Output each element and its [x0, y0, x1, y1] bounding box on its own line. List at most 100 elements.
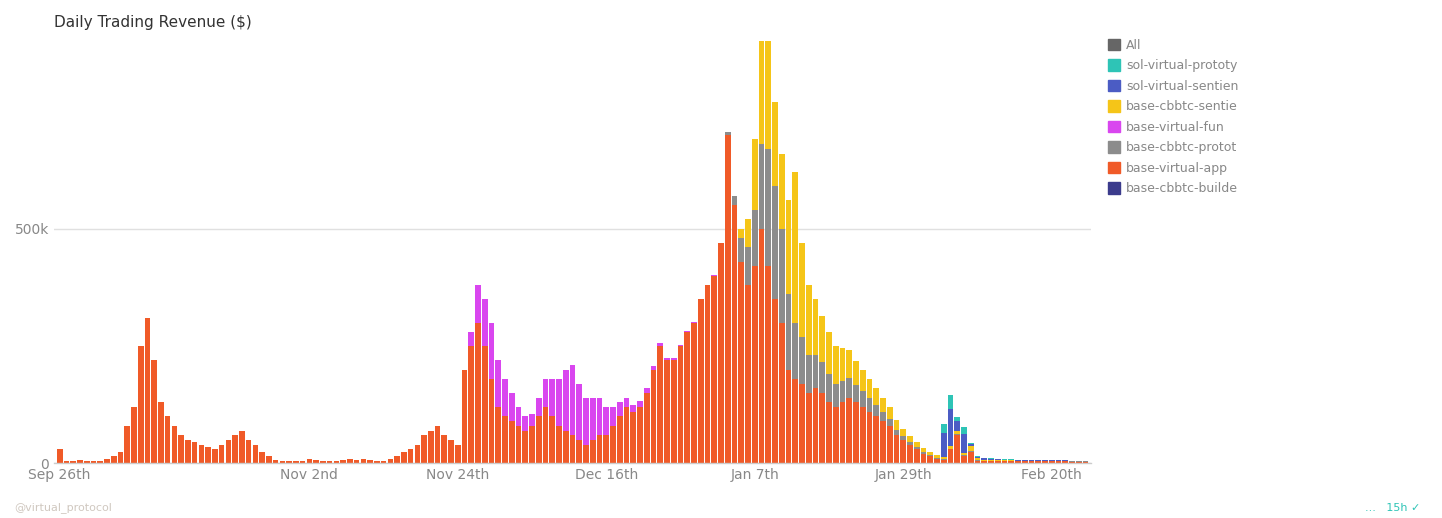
Bar [71, 461, 76, 464]
Bar [806, 285, 812, 355]
Bar [947, 395, 953, 409]
Bar [280, 461, 286, 464]
Bar [786, 369, 792, 464]
Bar [839, 349, 845, 381]
Bar [1015, 461, 1021, 464]
Bar [650, 369, 656, 464]
Bar [151, 360, 157, 464]
Bar [489, 379, 495, 464]
Bar [469, 332, 474, 346]
Bar [731, 205, 737, 464]
Bar [482, 346, 487, 464]
Bar [698, 299, 704, 464]
Bar [968, 444, 973, 447]
Bar [880, 398, 885, 412]
Bar [522, 416, 528, 430]
Bar [665, 360, 671, 464]
Bar [1083, 462, 1089, 464]
Bar [982, 459, 988, 461]
Bar [536, 416, 542, 464]
Bar [76, 459, 82, 464]
Bar [536, 398, 542, 416]
Bar [562, 430, 568, 464]
Bar [685, 332, 691, 464]
Bar [529, 426, 535, 464]
Bar [907, 436, 913, 442]
Bar [245, 440, 251, 464]
Bar [942, 434, 947, 457]
Bar [880, 421, 885, 464]
Bar [489, 323, 495, 379]
Bar [947, 449, 953, 464]
Bar [826, 374, 832, 402]
Bar [962, 455, 968, 456]
Legend: All, sol-virtual-prototy, sol-virtual-sentien, base-cbbtc-sentie, base-virtual-f: All, sol-virtual-prototy, sol-virtual-se… [1107, 39, 1239, 195]
Bar [307, 459, 313, 464]
Bar [766, 32, 771, 149]
Bar [982, 458, 988, 459]
Bar [867, 412, 872, 464]
Bar [921, 449, 926, 452]
Bar [159, 402, 164, 464]
Bar [542, 379, 548, 407]
Bar [624, 407, 630, 464]
Bar [111, 456, 117, 464]
Bar [773, 186, 779, 299]
Bar [833, 384, 839, 407]
Bar [793, 172, 799, 323]
Bar [947, 409, 953, 447]
Bar [995, 461, 1001, 464]
Bar [934, 457, 940, 459]
Bar [819, 363, 825, 393]
Bar [1002, 461, 1008, 464]
Bar [1043, 461, 1048, 464]
Bar [839, 402, 845, 464]
Bar [650, 366, 656, 369]
Bar [509, 421, 515, 464]
Bar [975, 461, 981, 464]
Bar [955, 421, 960, 430]
Bar [988, 460, 994, 461]
Bar [658, 346, 663, 464]
Bar [1063, 461, 1069, 464]
Bar [819, 315, 825, 363]
Bar [637, 401, 643, 407]
Bar [786, 294, 792, 369]
Bar [955, 430, 960, 434]
Text: ...   15h ✓: ... 15h ✓ [1366, 503, 1420, 513]
Bar [293, 461, 298, 464]
Bar [751, 210, 757, 266]
Bar [617, 402, 623, 416]
Bar [907, 444, 913, 464]
Bar [806, 355, 812, 393]
Bar [995, 459, 1001, 460]
Bar [219, 444, 225, 464]
Bar [962, 434, 968, 453]
Bar [758, 144, 764, 228]
Bar [671, 360, 676, 464]
Bar [779, 228, 784, 323]
Bar [549, 379, 555, 416]
Bar [577, 384, 583, 440]
Bar [758, 228, 764, 464]
Bar [557, 426, 562, 464]
Bar [746, 219, 751, 248]
Bar [955, 434, 960, 435]
Bar [826, 402, 832, 464]
Bar [962, 427, 968, 434]
Bar [914, 442, 920, 447]
Bar [751, 139, 757, 210]
Bar [934, 459, 940, 464]
Bar [448, 440, 454, 464]
Bar [205, 447, 211, 464]
Bar [894, 429, 900, 435]
Bar [793, 379, 799, 464]
Bar [813, 299, 819, 355]
Bar [988, 461, 994, 464]
Bar [340, 459, 346, 464]
Bar [421, 435, 427, 464]
Bar [1002, 459, 1008, 461]
Bar [799, 384, 805, 464]
Bar [476, 285, 482, 323]
Bar [678, 346, 684, 464]
